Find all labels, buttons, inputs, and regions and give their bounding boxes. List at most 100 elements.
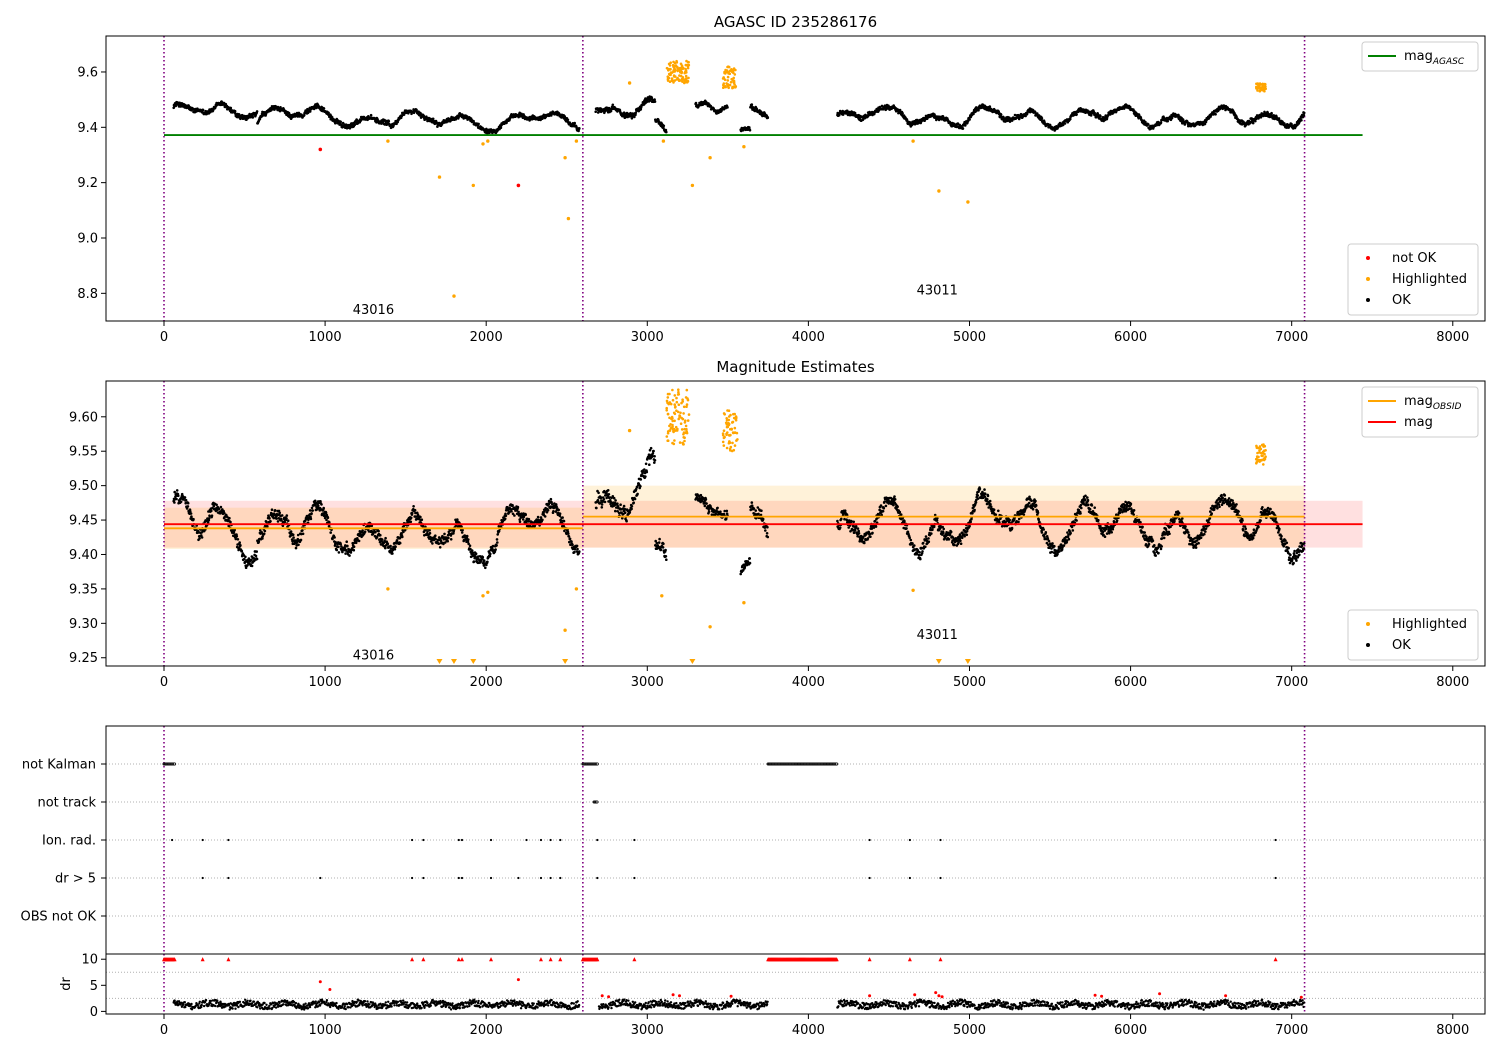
ok-point <box>268 517 271 520</box>
ok-point <box>901 112 904 115</box>
ok-point <box>743 564 747 568</box>
highlighted-point <box>481 142 485 146</box>
ok-point <box>341 550 344 554</box>
ok-point <box>177 494 180 498</box>
ok-point <box>186 501 190 505</box>
ok-point <box>431 117 435 121</box>
ok-point <box>960 536 964 540</box>
ok-point <box>198 537 201 540</box>
ok-point <box>644 462 648 466</box>
ok-point <box>1300 119 1303 122</box>
ok-point <box>748 557 751 560</box>
ok-point <box>334 121 337 125</box>
ok-point <box>905 119 909 122</box>
ok-point <box>932 525 936 529</box>
ok-point <box>447 536 450 540</box>
ok-point <box>930 532 933 535</box>
ok-point <box>228 516 231 520</box>
ok-point <box>578 127 581 130</box>
ok-point <box>481 555 485 559</box>
ok-point <box>419 515 422 519</box>
ok-point <box>623 511 627 514</box>
ok-point <box>503 517 507 520</box>
x-tick-label: 6000 <box>1114 330 1147 345</box>
ok-point <box>357 539 361 543</box>
ok-point <box>240 549 244 553</box>
ok-point <box>761 517 765 521</box>
ok-point <box>909 538 913 542</box>
highlighted-point <box>681 76 685 79</box>
ok-point <box>645 470 649 474</box>
ok-point <box>739 572 742 576</box>
ok-point <box>330 116 334 119</box>
ok-point <box>511 504 514 507</box>
ok-point <box>754 509 757 512</box>
ok-point <box>470 549 474 552</box>
highlighted-point <box>726 65 730 68</box>
highlighted-point <box>673 61 677 65</box>
ok-point <box>840 517 843 521</box>
ok-point <box>606 489 610 492</box>
highlighted-point <box>666 77 670 81</box>
ok-point <box>243 557 246 561</box>
ok-point <box>765 532 769 535</box>
ok-point <box>543 515 547 518</box>
ok-point <box>578 550 581 553</box>
ok-point <box>1277 117 1281 120</box>
ok-point <box>661 546 665 549</box>
ok-point <box>616 502 619 506</box>
highlighted-point <box>728 69 732 73</box>
ok-point <box>339 120 343 124</box>
ok-point <box>852 531 856 534</box>
ok-point <box>239 544 242 547</box>
ok-point <box>335 548 339 552</box>
ok-point <box>468 544 472 547</box>
highlighted-point <box>672 74 676 77</box>
ok-point <box>752 507 756 510</box>
ok-point <box>630 507 633 511</box>
ok-point <box>401 535 404 539</box>
ok-point <box>1099 114 1102 118</box>
ok-point <box>883 500 886 504</box>
ok-point <box>972 112 975 116</box>
highlighted-point <box>678 74 681 77</box>
ok-point <box>750 501 754 504</box>
highlighted-point <box>669 61 672 64</box>
ok-point <box>384 536 387 540</box>
highlighted-point <box>437 175 442 179</box>
ok-point <box>238 541 241 544</box>
ok-point <box>760 509 763 512</box>
ok-point <box>1069 117 1072 121</box>
ok-point <box>949 530 953 534</box>
ok-point <box>716 506 719 510</box>
chart-title-magnitude: Magnitude Estimates <box>716 358 874 376</box>
ok-point <box>349 551 353 554</box>
ok-point <box>291 533 295 536</box>
ok-point <box>893 498 897 501</box>
ok-point <box>905 527 908 530</box>
ok-point <box>289 530 293 533</box>
ok-point <box>389 544 392 548</box>
ok-point <box>567 532 570 535</box>
ok-point <box>510 510 513 513</box>
ok-point <box>541 518 544 522</box>
ok-point <box>607 493 611 496</box>
ok-point <box>280 514 284 517</box>
ok-point <box>1270 111 1273 115</box>
ok-point <box>387 120 391 123</box>
ok-point <box>412 505 415 508</box>
ok-point <box>856 527 860 530</box>
ok-point <box>309 517 313 521</box>
ok-point <box>333 536 336 539</box>
ok-point <box>1302 111 1306 115</box>
ok-point <box>664 548 667 552</box>
ok-point <box>746 560 750 563</box>
ok-point <box>664 128 668 132</box>
highlighted-point <box>684 77 688 80</box>
highlighted-point <box>733 73 737 76</box>
ok-point <box>595 506 598 510</box>
ok-point <box>200 536 204 539</box>
ok-point <box>443 532 446 536</box>
ok-point <box>634 111 638 115</box>
